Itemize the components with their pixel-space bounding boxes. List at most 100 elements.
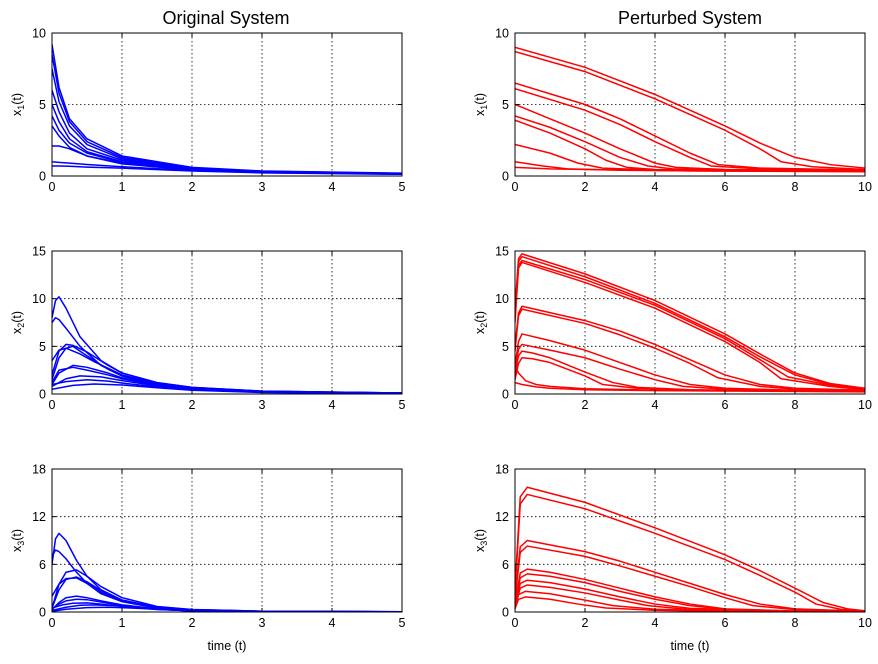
- y-tick-label: 12: [495, 510, 509, 524]
- x-tick-label: 2: [189, 180, 196, 194]
- series-line-4: [52, 345, 402, 394]
- series-group: [515, 46, 865, 173]
- x-tick-label: 2: [189, 616, 196, 630]
- y-tick-label: 0: [502, 606, 509, 620]
- series-line-3: [52, 343, 402, 394]
- x-tick-label: 10: [858, 616, 872, 630]
- x-tick-label: 3: [259, 616, 266, 630]
- x-tick-label: 4: [329, 180, 336, 194]
- series-line-1: [515, 486, 865, 612]
- x-tick-label: 0: [512, 398, 519, 412]
- x-tick-label: 0: [512, 616, 519, 630]
- series-line-6: [515, 115, 865, 172]
- x-tick-label: 2: [189, 398, 196, 412]
- y-tick-label: 6: [502, 558, 509, 572]
- x-tick-label: 1: [119, 180, 126, 194]
- series-line-2: [52, 54, 402, 175]
- x-tick-label: 3: [259, 398, 266, 412]
- y-axis-label: x3(t): [473, 529, 489, 552]
- y-axis-label: x2(t): [473, 311, 489, 334]
- series-line-4: [515, 545, 865, 612]
- x-tick-label: 1: [119, 398, 126, 412]
- x-tick-label: 8: [792, 180, 799, 194]
- series-line-1: [52, 296, 402, 394]
- x-tick-label: 5: [399, 398, 406, 412]
- y-tick-label: 6: [39, 558, 46, 572]
- series-line-4: [515, 261, 865, 391]
- series-line-4: [515, 88, 865, 172]
- x-tick-label: 3: [259, 180, 266, 194]
- x-tick-label: 2: [582, 180, 589, 194]
- y-tick-label: 12: [32, 510, 46, 524]
- series-line-10: [52, 606, 402, 612]
- series-group: [515, 486, 865, 612]
- x-tick-label: 10: [858, 180, 872, 194]
- series-line-7: [515, 119, 865, 172]
- y-tick-label: 5: [502, 98, 509, 112]
- panel-original-x1: 0 1 2 3 4 5 0 5 10 x1(t): [10, 27, 406, 195]
- y-tick-label: 5: [39, 98, 46, 112]
- series-line-1: [515, 46, 865, 169]
- series-group: [52, 532, 402, 612]
- x-tick-label: 0: [49, 398, 56, 412]
- x-tick-label: 4: [652, 398, 659, 412]
- y-axis-label: x3(t): [10, 529, 26, 552]
- series-line-3: [515, 82, 865, 171]
- series-line-4: [52, 89, 402, 175]
- y-tick-label: 0: [502, 388, 509, 402]
- x-tick-label: 10: [858, 398, 872, 412]
- y-tick-label: 10: [495, 27, 509, 41]
- series-line-9: [515, 350, 865, 393]
- panel-original-x2: 0 1 2 3 4 5 0 5 10 15 x2(t): [10, 245, 406, 413]
- y-tick-label: 15: [495, 245, 509, 259]
- series-group: [515, 253, 865, 393]
- series-line-7: [515, 333, 865, 392]
- series-line-10: [515, 596, 865, 612]
- y-tick-label: 0: [502, 170, 509, 184]
- series-line-2: [52, 316, 402, 394]
- y-axis-label: x1(t): [10, 93, 26, 116]
- axes-frame: [514, 468, 866, 613]
- y-tick-label: 5: [502, 340, 509, 354]
- column-title-perturbed: Perturbed System: [618, 8, 762, 28]
- panel-perturbed-x1: 0 2 4 6 8 10 0 5 10 x1(t): [473, 27, 872, 195]
- y-tick-label: 10: [32, 292, 46, 306]
- series-line-1: [52, 532, 402, 612]
- y-axis-label: x2(t): [10, 311, 26, 334]
- series-line-1: [515, 253, 865, 390]
- x-tick-label: 5: [399, 180, 406, 194]
- axes-frame: [51, 250, 403, 395]
- series-line-10: [52, 165, 402, 176]
- column-title-original: Original System: [162, 8, 289, 28]
- x-tick-label: 2: [582, 398, 589, 412]
- series-line-6: [515, 573, 865, 612]
- x-tick-label: 6: [722, 616, 729, 630]
- x-tick-label: 4: [329, 616, 336, 630]
- y-tick-label: 0: [39, 388, 46, 402]
- x-tick-label: 0: [512, 180, 519, 194]
- y-tick-label: 10: [32, 27, 46, 41]
- x-tick-label: 8: [792, 398, 799, 412]
- series-line-10: [52, 383, 402, 394]
- y-tick-label: 5: [39, 340, 46, 354]
- x-tick-label: 4: [329, 398, 336, 412]
- series-line-2: [515, 493, 865, 612]
- x-tick-label: 2: [582, 616, 589, 630]
- x-tick-label: 4: [652, 180, 659, 194]
- series-line-2: [515, 255, 865, 390]
- series-group: [52, 44, 402, 176]
- x-tick-label: 6: [722, 398, 729, 412]
- x-tick-label: 5: [399, 616, 406, 630]
- x-tick-label: 4: [652, 616, 659, 630]
- x-tick-label: 6: [722, 180, 729, 194]
- series-line-7: [515, 579, 865, 612]
- x-tick-label: 0: [49, 616, 56, 630]
- panel-perturbed-x3: 0 2 4 6 8 10 0 6 12 18 x3(t) time (t): [473, 463, 872, 654]
- x-tick-label: 0: [49, 180, 56, 194]
- x-axis-label: time (t): [671, 639, 710, 653]
- y-tick-label: 0: [39, 170, 46, 184]
- series-line-5: [515, 305, 865, 391]
